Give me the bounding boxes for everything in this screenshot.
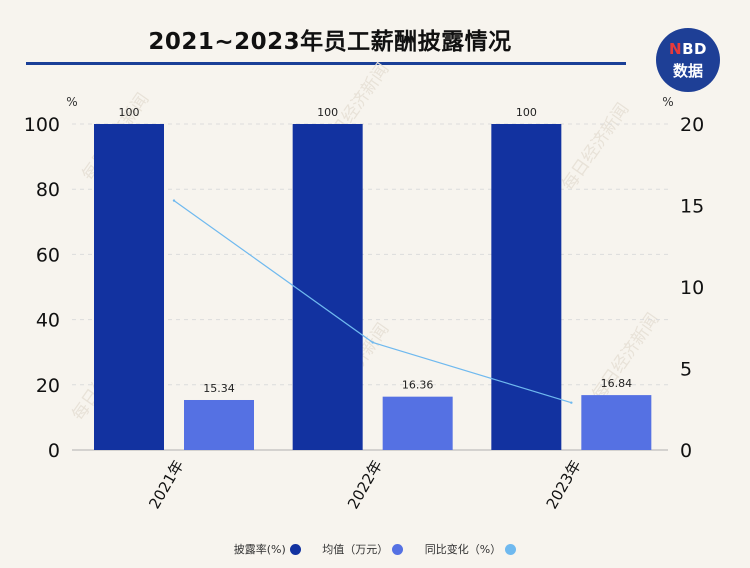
x-tick-label-2: 2023年: [543, 457, 585, 512]
left-tick-label: 60: [36, 244, 60, 266]
legend-swatch-yoy: [505, 544, 517, 555]
left-tick-label: 20: [36, 375, 60, 397]
bar-rate-0: [94, 124, 164, 450]
bar-avg-0: [184, 399, 254, 450]
bar-avg-1: [382, 396, 453, 450]
left-tick-label: 0: [48, 440, 60, 462]
legend-item-rate: 披露率(%): [234, 541, 301, 557]
point-yoy-2: [570, 401, 573, 404]
right-tick-label: 0: [680, 440, 692, 462]
legend-swatch-rate: [289, 544, 301, 555]
point-yoy-1: [371, 341, 374, 344]
bar-rate-2: [491, 124, 562, 450]
bar-rate-1: [292, 124, 363, 450]
title-underline: [26, 62, 626, 65]
left-axis-unit: %: [66, 95, 77, 109]
x-tick-label-0: 2021年: [145, 457, 187, 512]
legend-item-avg: 均值（万元）: [322, 541, 404, 557]
bar-label-rate-1: 100: [317, 106, 338, 119]
left-tick-label: 80: [36, 179, 60, 201]
legend-label-rate: 披露率(%): [233, 543, 286, 556]
bar-label-rate-2: 100: [516, 106, 537, 119]
bar-label-avg-0: 15.34: [203, 382, 235, 395]
legend-swatch-avg: [392, 544, 404, 555]
logo-accent-letter: N: [669, 40, 683, 58]
logo-letters: BD: [682, 40, 707, 58]
x-tick-label-1: 2022年: [344, 457, 386, 512]
legend-label-avg: 均值（万元）: [322, 543, 389, 556]
left-tick-label: 40: [36, 310, 60, 332]
bar-label-avg-1: 16.36: [402, 379, 434, 392]
logo-subtitle: 数据: [672, 62, 703, 80]
bar-label-avg-2: 16.84: [601, 377, 633, 390]
left-tick-label: 100: [24, 114, 60, 136]
right-tick-label: 5: [680, 359, 692, 381]
point-yoy-0: [172, 199, 176, 202]
legend: 披露率(%) 均值（万元） 同比变化（%）: [0, 541, 750, 557]
chart-plot: 每日经济新闻每日经济新闻每日经济新闻每日经济新闻每日经济新闻每日经济新闻0204…: [24, 60, 704, 512]
watermark-2: 每日经济新闻: [558, 100, 633, 195]
right-tick-label: 15: [680, 196, 704, 218]
right-axis-unit: %: [662, 95, 673, 109]
watermark-5: 每日经济新闻: [588, 310, 663, 405]
right-tick-label: 10: [680, 277, 704, 299]
legend-label-yoy: 同比变化（%）: [424, 543, 502, 556]
bar-avg-2: [581, 395, 652, 450]
nbd-logo: NBD 数据: [656, 28, 720, 92]
bar-label-rate-0: 100: [119, 106, 140, 119]
legend-item-yoy: 同比变化（%）: [424, 541, 517, 557]
right-tick-label: 20: [680, 114, 704, 136]
chart-title: 2021~2023年员工薪酬披露情况: [148, 29, 512, 55]
